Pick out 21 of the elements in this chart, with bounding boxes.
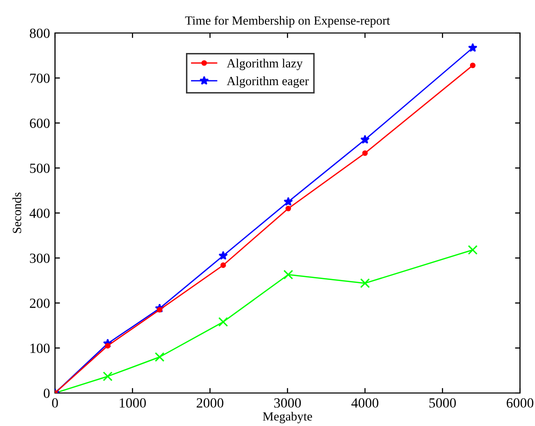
y-tick-label: 700 <box>30 74 50 83</box>
x-tick-label: 2000 <box>196 398 224 408</box>
y-tick-label: 200 <box>30 298 50 308</box>
x-tick-label: 6000 <box>506 398 534 408</box>
y-tick-label: 800 <box>30 28 50 38</box>
y-axis-title: Seconds <box>12 192 22 233</box>
x-tick-label: 5000 <box>429 398 456 408</box>
y-tick-label: 600 <box>30 118 50 128</box>
x-axis-title: Megabyte <box>262 412 312 424</box>
y-tick-label: 400 <box>30 208 50 218</box>
legend-label: Algorithm eager <box>226 76 309 88</box>
x-tick-label: 0 <box>52 398 58 408</box>
x-tick-label: 1000 <box>120 398 146 408</box>
y-tick-label: 100 <box>30 344 50 353</box>
y-tick-label: 0 <box>44 388 50 398</box>
legend-label: Algorithm lazy <box>226 58 303 70</box>
y-tick-label: 300 <box>30 254 50 263</box>
y-tick-label: 500 <box>30 164 50 173</box>
chart-title: Time for Membership on Expense-report <box>185 16 390 28</box>
x-tick-label: 4000 <box>351 398 378 408</box>
x-tick-label: 3000 <box>274 398 301 408</box>
